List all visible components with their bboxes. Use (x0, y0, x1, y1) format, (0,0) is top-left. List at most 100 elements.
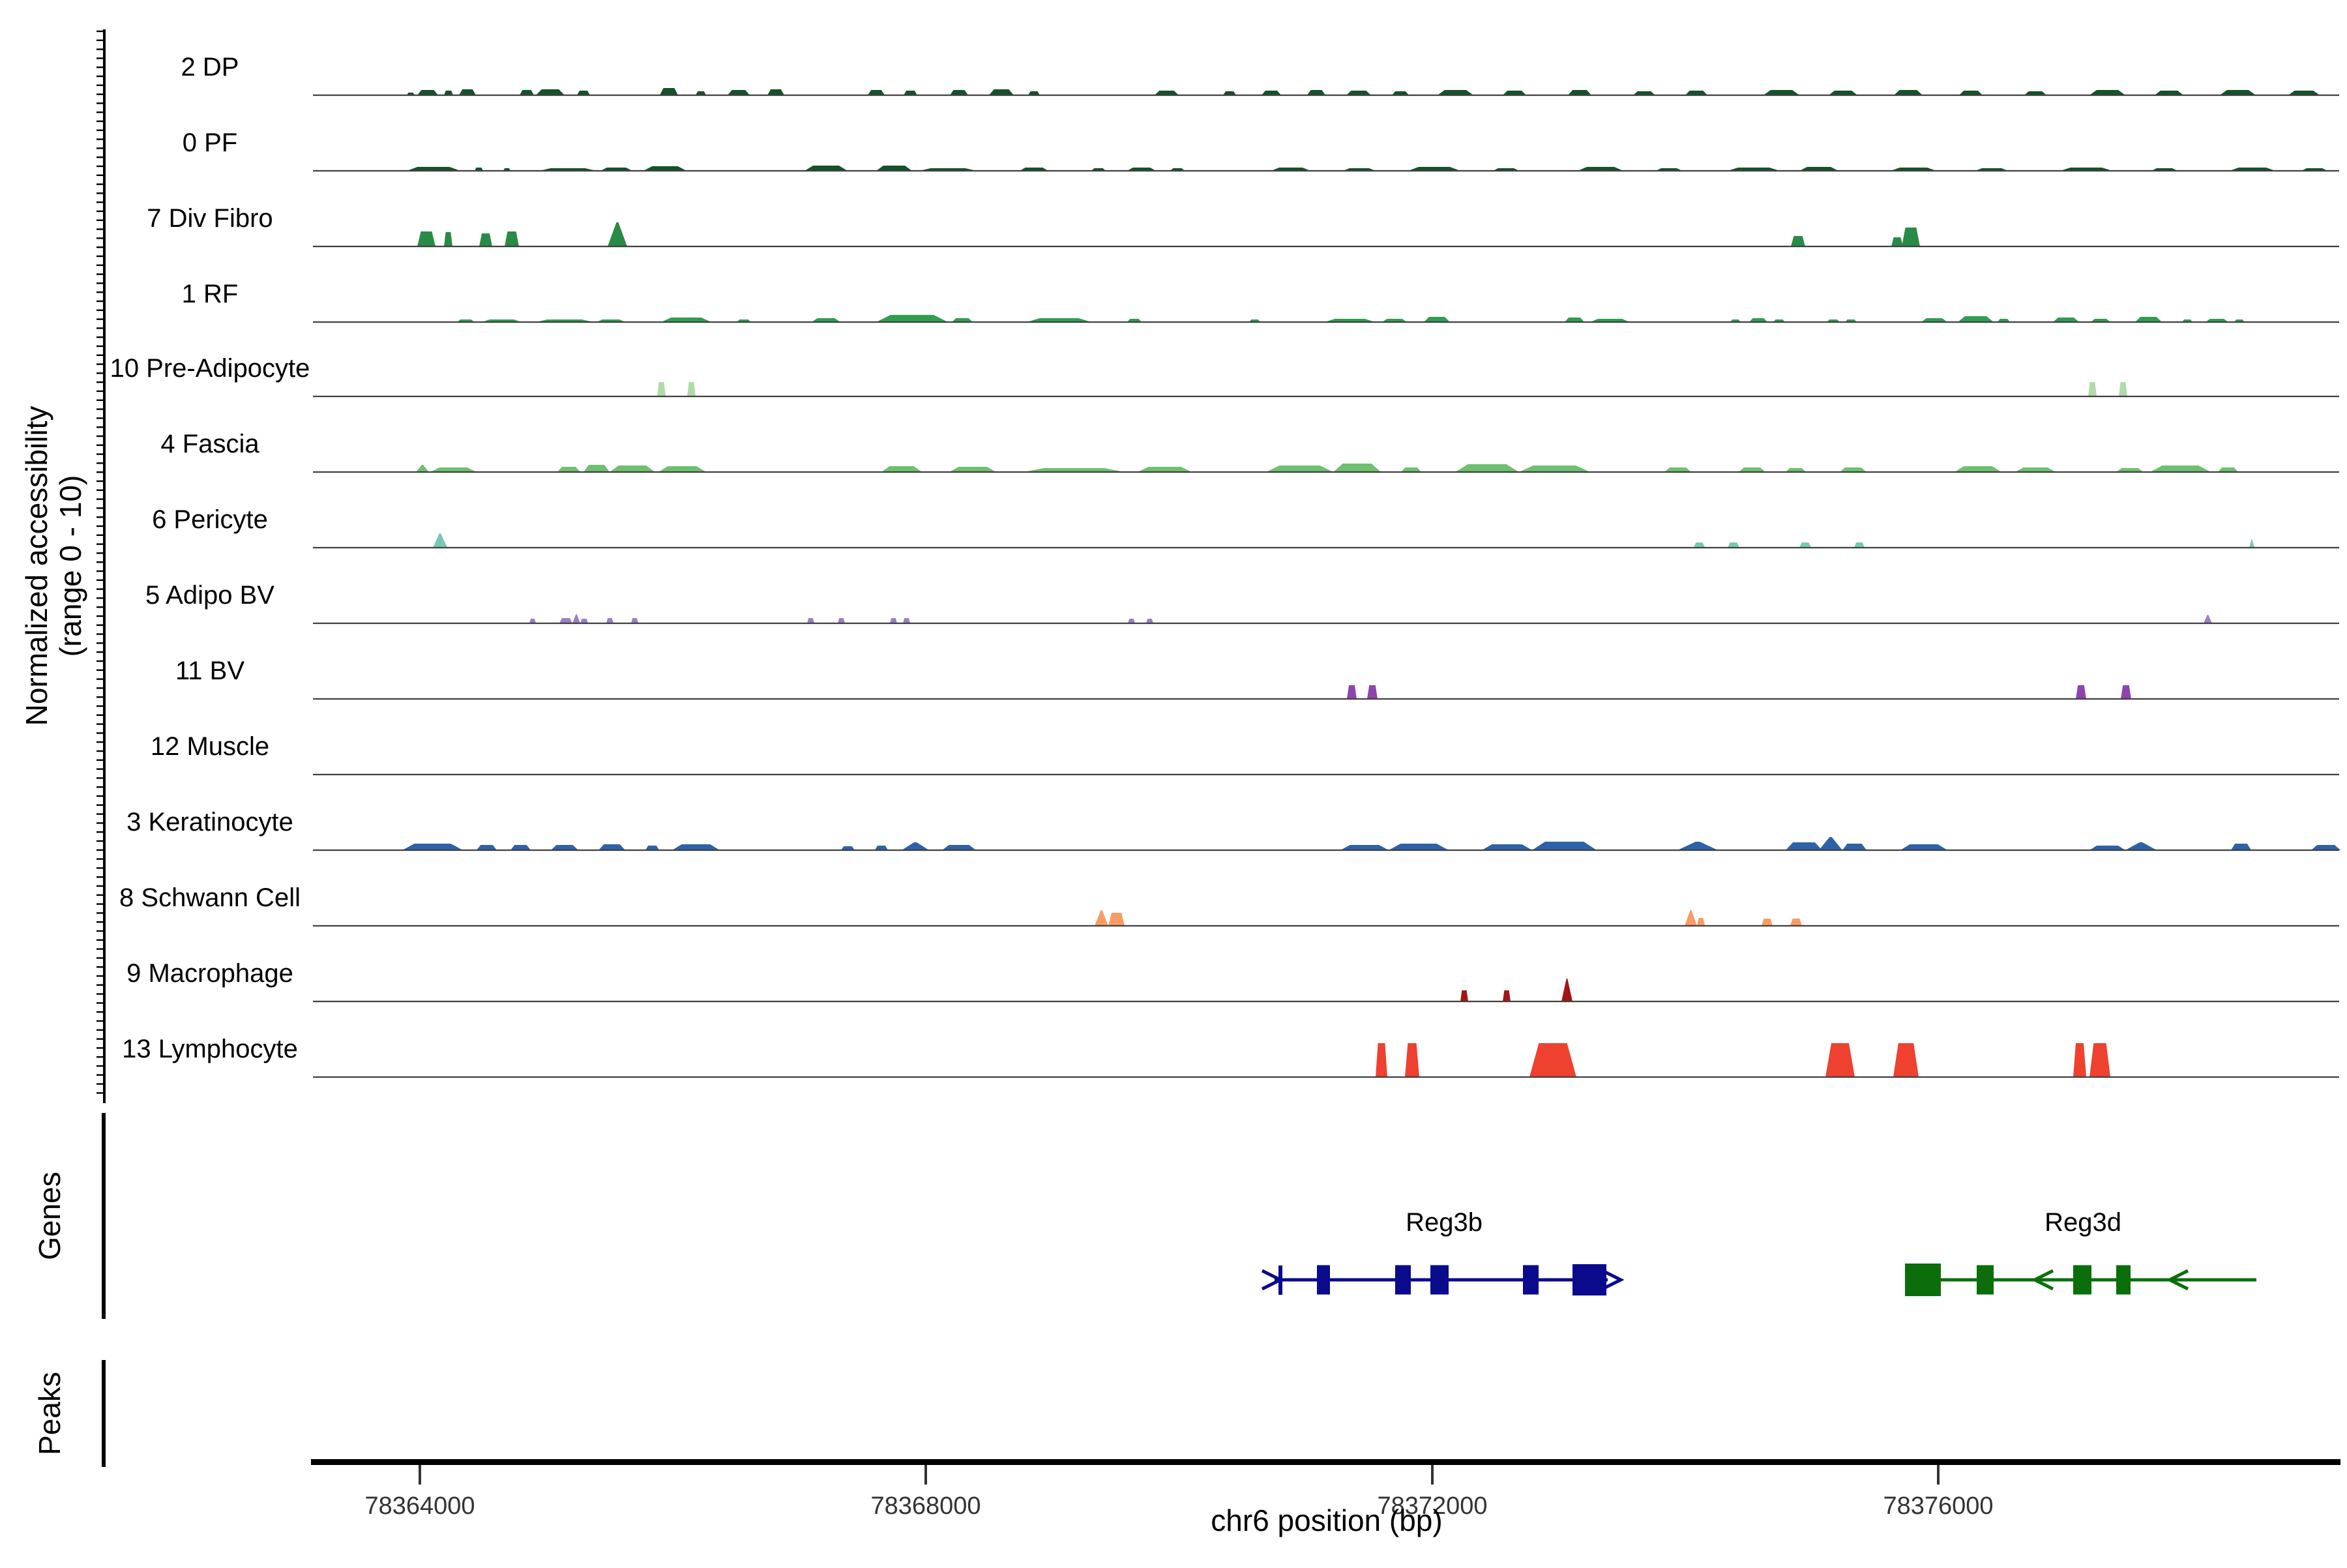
track-label: 7 Div Fibro (147, 204, 273, 233)
signal-peak (1561, 979, 1572, 1001)
signal-peak (661, 318, 711, 322)
y-axis: Normalized accessibility (range 0 - 10) (20, 29, 106, 1103)
signal-peak (1095, 910, 1108, 926)
signal-peak (1891, 168, 1936, 171)
track-label: 1 RF (182, 280, 239, 308)
signal-peak (658, 466, 706, 472)
signal-peak (1955, 466, 2001, 472)
signal-peak (1266, 466, 1333, 472)
signal-peak (807, 618, 814, 623)
signal-peak (475, 168, 483, 171)
signal-peak (557, 467, 580, 472)
x-axis-tick-label: 78368000 (870, 1492, 981, 1520)
signal-peak (1578, 167, 1623, 171)
signal-peak (1382, 319, 1407, 322)
signal-peak (902, 842, 929, 850)
track-7-div-fibro: 7 Div Fibro (147, 204, 2339, 248)
track-label: 12 Muscle (151, 732, 269, 761)
signal-peak (1791, 236, 1805, 246)
signal-peak (875, 846, 888, 850)
signal-peak (1138, 467, 1192, 472)
signal-peak (416, 465, 429, 472)
signal-peak (529, 619, 536, 623)
gene-exon (1977, 1265, 1994, 1295)
signal-peak (1347, 685, 1357, 699)
signal-peak (950, 90, 968, 95)
signal-peak (1155, 91, 1179, 95)
signal-peak (1697, 918, 1705, 926)
signal-peak (2311, 845, 2340, 850)
signal-peak (1392, 91, 1409, 95)
signal-peak (643, 166, 686, 171)
signal-peak (1959, 91, 1983, 95)
accessibility-tracks: 2 DP 0 PF 7 Div Fibro 1 RF 10 Pre-Adipocyte 4… (110, 53, 2340, 1078)
signal-peak (551, 845, 578, 850)
signal-peak (1503, 990, 1511, 1001)
signal-peak (407, 167, 460, 171)
signal-peak (660, 88, 678, 95)
signal-peak (2150, 466, 2211, 472)
signal-peak (1685, 910, 1697, 926)
gene-reg3d: Reg3d (1905, 1208, 2256, 1296)
signal-peak (2125, 842, 2157, 850)
signal-peak (1685, 91, 1707, 95)
signal-peak (2230, 168, 2275, 171)
track-label: 2 DP (181, 53, 239, 81)
signal-peak (1799, 167, 1838, 171)
signal-peak (2218, 467, 2238, 472)
signal-peak (2155, 91, 2183, 95)
signal-peak (417, 231, 435, 246)
genes-section-label: Genes (33, 1172, 66, 1260)
signal-peak (1271, 168, 1310, 171)
signal-peak (1799, 542, 1811, 548)
signal-peak (505, 231, 519, 246)
signal-peak (479, 233, 492, 246)
signal-peak (949, 467, 996, 472)
signal-peak (2119, 382, 2127, 396)
peaks-section-label: Peaks (33, 1372, 66, 1455)
signal-peak (1590, 319, 1630, 322)
signal-peak (1664, 467, 1691, 472)
signal-peak (1401, 467, 1421, 472)
signal-peak (881, 466, 922, 472)
signal-peak (459, 89, 476, 95)
signal-peak (942, 845, 976, 850)
genes-section: Genes Reg3b Reg3d (33, 1113, 2256, 1319)
signal-peak (903, 618, 910, 623)
signal-peak (1408, 167, 1460, 171)
signal-peak (1389, 844, 1449, 850)
signal-peak (577, 91, 590, 95)
signal-peak (1346, 91, 1371, 95)
signal-peak (1367, 685, 1378, 699)
gene-reg3b: Reg3b (1261, 1208, 1625, 1295)
signal-peak (2089, 1043, 2110, 1077)
signal-peak (1529, 1043, 1576, 1077)
track-0-pf: 0 PF (183, 128, 2339, 172)
signal-peak (1998, 319, 2010, 322)
signal-peak (812, 318, 840, 322)
signal-peak (1438, 90, 1473, 95)
signal-peak (1921, 318, 1947, 322)
signal-peak (1146, 619, 1153, 623)
track-label: 10 Pre-Adipocyte (110, 354, 310, 383)
signal-peak (1633, 91, 1655, 95)
signal-peak (2204, 615, 2212, 623)
signal-peak (1027, 318, 1091, 322)
signal-peak (1739, 467, 1765, 472)
signal-peak (2135, 317, 2162, 322)
y-axis-title-line1: Normalized accessibility (20, 406, 53, 726)
signal-peak (2116, 468, 2144, 472)
signal-peak (1020, 168, 1048, 171)
signal-peak (520, 90, 534, 95)
signal-peak (1568, 90, 1591, 95)
signal-peak (767, 89, 784, 95)
signal-peak (2024, 91, 2046, 95)
gene-exon (1395, 1265, 1411, 1295)
track-label: 13 Lymphocyte (122, 1035, 298, 1063)
track-label: 4 Fascia (160, 430, 259, 458)
signal-peak (2060, 168, 2112, 171)
signal-peak (1127, 319, 1142, 322)
signal-peak (2206, 319, 2228, 322)
y-axis-title-line2: (range 0 - 10) (53, 475, 87, 657)
